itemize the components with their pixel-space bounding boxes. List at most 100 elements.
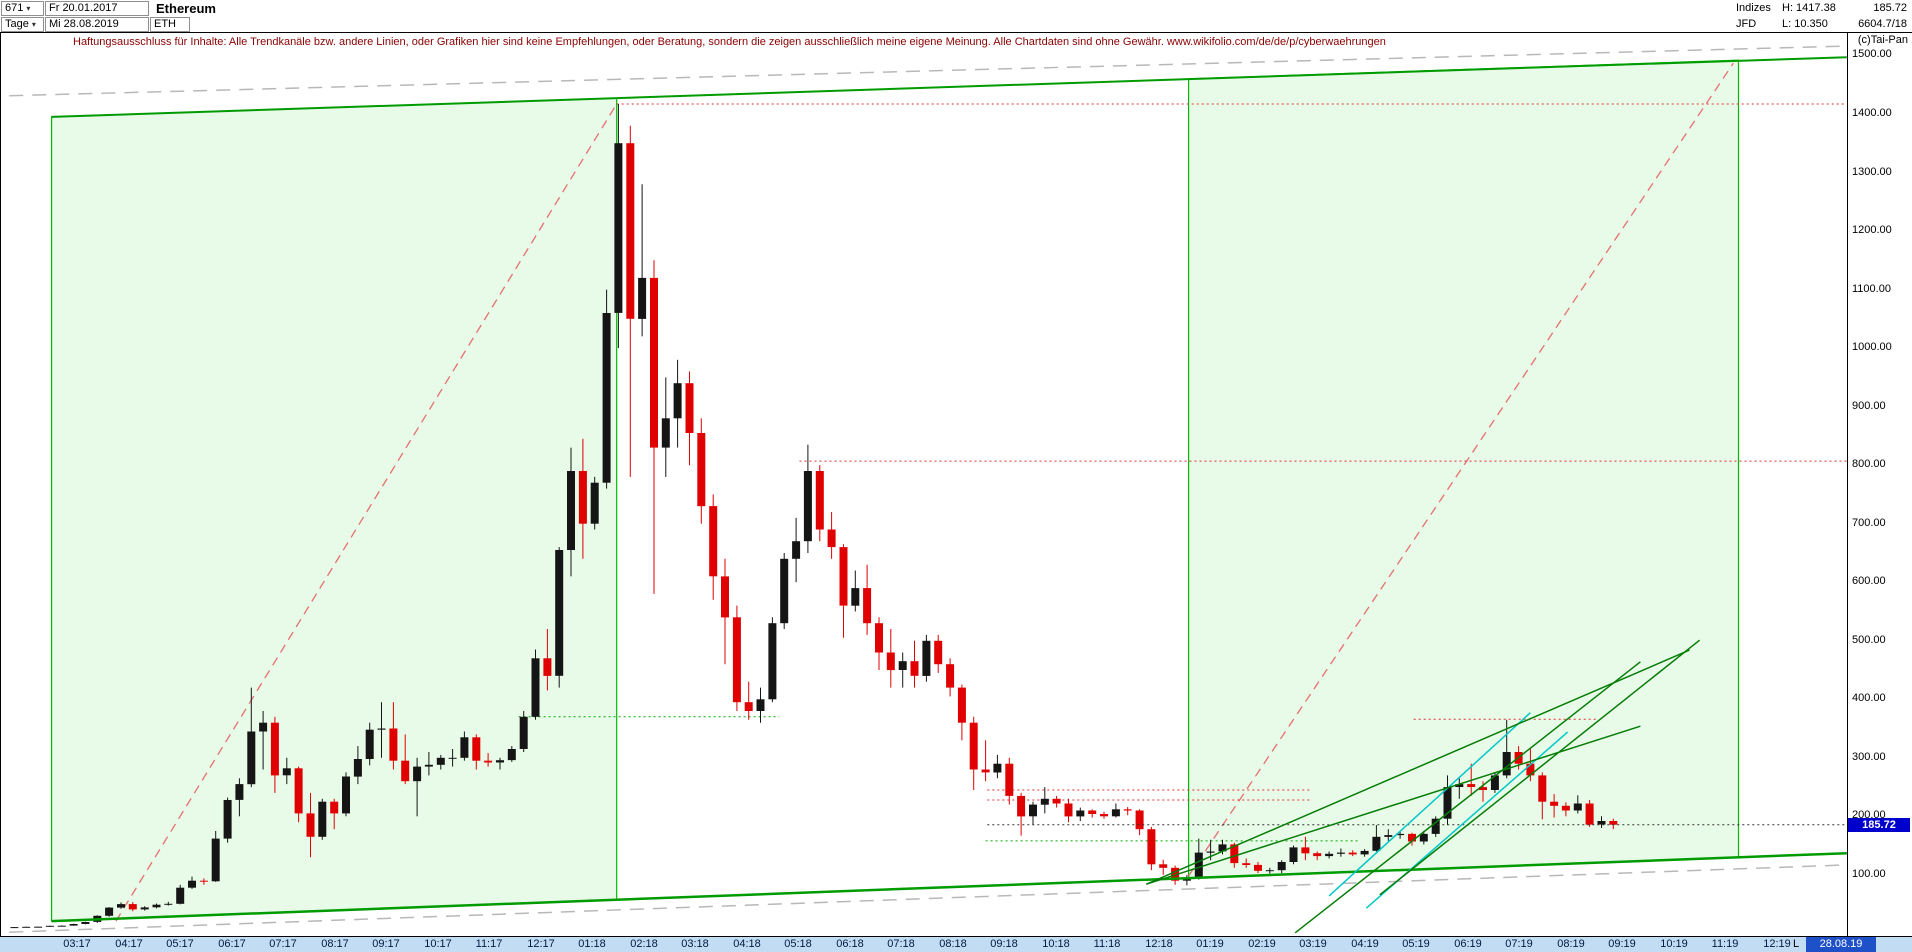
candle-body	[342, 776, 350, 814]
symbol-field[interactable]: ETH	[150, 17, 190, 32]
candle-body	[851, 588, 860, 606]
period-value: Tage	[5, 18, 29, 30]
time-axis-label: 04:18	[733, 938, 761, 950]
candle-body	[1218, 844, 1227, 852]
candle-body	[1277, 862, 1286, 871]
candle-body	[934, 640, 943, 665]
candle-body	[1206, 851, 1215, 853]
candle-body	[365, 729, 374, 759]
dropdown-caret-icon: ▾	[31, 20, 36, 29]
candle-body	[1526, 763, 1535, 776]
candle-body	[413, 766, 422, 782]
candle-body	[1585, 803, 1594, 825]
candle-body	[318, 801, 327, 837]
end-date-field[interactable]: Mi 28.08.2019	[45, 17, 149, 32]
candle-body	[353, 759, 362, 777]
candle-body	[330, 801, 339, 814]
candle-body	[1325, 853, 1334, 857]
broker-label: JFD	[1736, 18, 1757, 30]
candle-body	[661, 418, 670, 448]
candle-body	[1348, 852, 1357, 855]
candle-body	[1064, 803, 1073, 817]
candle-body	[424, 764, 433, 767]
period-high-label: H: 1417.38	[1782, 2, 1836, 14]
time-axis-label: 09:18	[990, 938, 1018, 950]
candle-body	[1561, 805, 1570, 811]
candle-body	[1479, 787, 1487, 790]
candle-body	[1419, 833, 1428, 842]
time-axis-label: 05:19	[1402, 938, 1430, 950]
candle-body	[1111, 809, 1120, 817]
candle-body	[1254, 864, 1262, 871]
last-date-badge: 28.08.19	[1806, 937, 1876, 952]
candle-body	[756, 699, 765, 711]
green-channel-top	[51, 56, 1847, 118]
bars-count-select[interactable]: 671 ▾	[1, 1, 44, 16]
candle-body	[211, 838, 220, 882]
candle-body	[744, 702, 753, 711]
period-select[interactable]: Tage ▾	[1, 17, 44, 32]
time-axis-label: 07:19	[1505, 938, 1533, 950]
cyan-trendline-1	[1328, 712, 1531, 897]
green-trendline-4	[1379, 639, 1701, 896]
time-axis-label: 04:19	[1351, 938, 1379, 950]
start-date-value: Fr 20.01.2017	[49, 2, 118, 14]
red-dashed-channel-right	[1188, 62, 1734, 877]
candle-body	[1040, 798, 1049, 805]
candle-body	[57, 925, 66, 927]
taipan-copyright: (c)Tai-Pan	[1857, 34, 1908, 46]
candle-body	[282, 768, 291, 776]
candle-body	[81, 922, 90, 924]
candle-body	[969, 722, 978, 770]
time-axis-label: 06:19	[1454, 938, 1482, 950]
time-axis-label: 08:17	[321, 938, 349, 950]
candle-body	[507, 749, 516, 761]
candle-body	[697, 433, 706, 507]
current-price-tag: 185.72	[1848, 818, 1910, 832]
time-axis-label: 10:17	[424, 938, 452, 950]
candle-body	[1265, 870, 1274, 872]
start-date-field[interactable]: Fr 20.01.2017	[45, 1, 149, 16]
time-axis-label: 11:17	[475, 938, 503, 950]
candle-body	[898, 661, 907, 670]
time-axis: L 28.08.19 03:17 04:17 05:17 06:17 07:17 08:1…	[0, 937, 1912, 952]
candle-body	[45, 925, 54, 927]
candle-body	[1609, 821, 1618, 825]
candle-body	[555, 550, 564, 676]
period-low-label: L: 10.350	[1782, 18, 1828, 30]
time-axis-label: 11:18	[1093, 938, 1121, 950]
candle-body	[957, 687, 966, 723]
trend-channel-right	[1187, 59, 1740, 879]
candle-body	[199, 880, 208, 882]
time-axis-label: 07:17	[269, 938, 297, 950]
candle-body	[792, 541, 801, 559]
candle-body	[1384, 835, 1393, 837]
candle-body	[223, 800, 232, 839]
gray-dashed-lower	[9, 864, 1847, 933]
candle-body	[496, 760, 504, 763]
candle-body	[1313, 853, 1322, 857]
time-axis-label: 08:19	[1557, 938, 1585, 950]
candle-body	[721, 576, 729, 618]
candle-body	[1029, 804, 1037, 817]
candle-body	[1502, 752, 1511, 776]
candle-body	[1147, 829, 1156, 865]
candle-body	[1573, 803, 1582, 811]
chart-header: 671 ▾ Fr 20.01.2017 Ethereum Indizes H: 1…	[0, 0, 1912, 33]
candle-body	[176, 887, 185, 904]
candle-body	[886, 652, 895, 671]
candle-body	[626, 143, 635, 319]
time-axis-label: 04:17	[115, 938, 143, 950]
candle-body	[803, 471, 812, 542]
candle-body	[1597, 821, 1606, 825]
time-axis-label: 10:18	[1042, 938, 1070, 950]
candle-body	[1538, 775, 1547, 802]
candle-body	[875, 623, 883, 653]
time-axis-label: 06:18	[836, 938, 864, 950]
time-axis-label: 09:19	[1608, 938, 1636, 950]
candle-body	[863, 588, 872, 624]
candle-body	[1100, 814, 1108, 817]
candle-body	[567, 471, 575, 550]
